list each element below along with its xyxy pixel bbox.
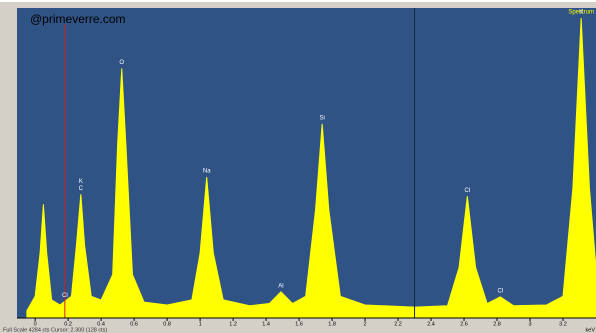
x-tick-label: 0.6 xyxy=(130,321,138,327)
peak-label: Na xyxy=(203,169,211,175)
x-tick-label: 1.8 xyxy=(328,321,336,327)
x-tick-label: 2.4 xyxy=(427,321,435,327)
x-tick-label: 1.4 xyxy=(262,321,270,327)
x-tick-label: 2.2 xyxy=(394,321,402,327)
peak-label: Si xyxy=(319,115,324,121)
x-tick-label: 3.2 xyxy=(559,321,567,327)
peak-label: C xyxy=(79,186,84,192)
x-tick-label: 0.8 xyxy=(163,321,171,327)
x-tick-label: 1.6 xyxy=(295,321,303,327)
x-tick-label: 0.2 xyxy=(64,321,72,327)
plot-area xyxy=(17,8,596,318)
peak-label: Cl xyxy=(464,188,470,194)
peak-label: Cl xyxy=(62,293,68,299)
x-unit: keV xyxy=(586,327,596,333)
x-tick-label: 1.2 xyxy=(229,321,237,327)
peak-label: K xyxy=(79,179,83,185)
x-tick-label: 0.4 xyxy=(97,321,105,327)
peak-label: O xyxy=(119,60,124,66)
spectrum-label: Spectrum xyxy=(568,10,594,16)
peak-label: Al xyxy=(278,283,283,289)
status: Full Scale 4284 cts Cursor: 2.300 (128 c… xyxy=(3,327,107,333)
x-tick-label: 2.6 xyxy=(460,321,468,327)
spectrum-area xyxy=(26,18,596,319)
x-tick-label: 0 xyxy=(34,321,37,327)
frame-edge xyxy=(0,0,596,2)
peak-label: K xyxy=(579,10,583,16)
x-tick-label: 2 xyxy=(364,321,367,327)
x-tick-label: 2.8 xyxy=(493,321,501,327)
x-tick-label: 1 xyxy=(199,321,202,327)
peak-label: Cl xyxy=(497,288,503,294)
watermark: @primeverre.com xyxy=(30,12,126,26)
x-tick-label: 3 xyxy=(528,321,531,327)
